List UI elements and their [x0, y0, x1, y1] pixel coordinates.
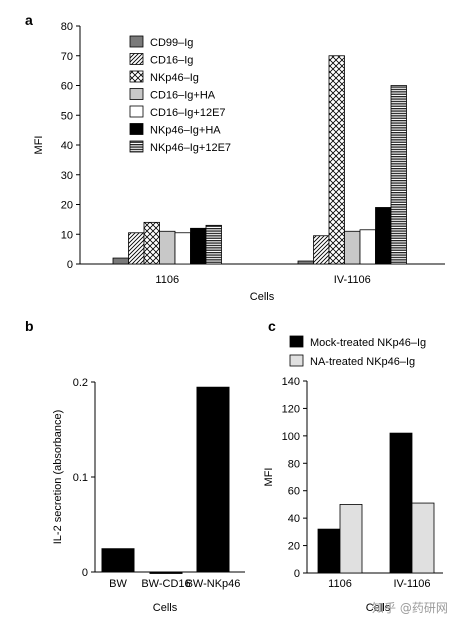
panel-b-bar-2 [149, 572, 183, 574]
panel-c-y-tick-label-5: 100 [282, 431, 300, 443]
panel-a-bar-1-1 [112, 257, 129, 265]
panel-c-x-tick-label-2: IV-1106 [393, 578, 430, 590]
panel-a-y-tick-label-3: 30 [61, 170, 73, 182]
panel-label-a: a [25, 12, 33, 28]
panel-c-legend-label-2: NA-treated NKp46–Ig [310, 356, 415, 368]
panel-b-x-tick-label-1: BW [109, 578, 127, 590]
panel-a-bar-2-5 [359, 229, 376, 265]
panel-b-bar-1 [101, 548, 135, 572]
panel-c-bar-1-1 [317, 528, 341, 574]
panel-a-legend-swatch-3 [129, 70, 144, 83]
panel-a-y-tick-label-7: 70 [61, 51, 73, 63]
panel-a-legend-swatch-1 [129, 35, 144, 48]
panel-b-y-tick-label-0: 0 [82, 567, 88, 579]
panel-c-y-tick-label-3: 60 [288, 486, 300, 498]
panel-c-y-tick-label-1: 20 [288, 541, 300, 553]
panel-a-bar-2-4 [344, 230, 361, 265]
panel-a-chart: 0 10 20 30 40 50 60 70 80 1106 IV-1106 CD99–Ig CD1… [33, 21, 445, 303]
panel-c-y-tick-label-0: 0 [294, 568, 300, 580]
panel-a-legend-swatch-5 [129, 105, 144, 118]
panel-c-legend-swatch-2 [289, 354, 304, 367]
panel-b-y-tick-label-1: 0.1 [73, 472, 88, 484]
panel-a-xlabel: Cells [250, 291, 275, 303]
panel-a-y-tick-label-6: 60 [61, 81, 73, 93]
panel-b-y-tick-label-2: 0.2 [73, 377, 88, 389]
panel-b-bar-3 [196, 386, 230, 572]
panel-a-x-tick-label-1: 1106 [155, 274, 179, 286]
panel-a-bar-1-5 [174, 232, 191, 265]
panel-a-y-tick-label-5: 50 [61, 110, 73, 122]
panel-b-x-tick-label-2: BW-CD16 [141, 578, 190, 590]
panel-c-bar-1-2 [339, 504, 363, 574]
panel-a-y-tick-label-4: 40 [61, 140, 73, 152]
panel-a-legend-swatch-4 [129, 88, 144, 100]
panel-a-y-tick-label-0: 0 [67, 259, 73, 271]
panel-a-legend-swatch-6 [129, 123, 144, 135]
panel-c-legend-label-1: Mock-treated NKp46–Ig [310, 337, 426, 349]
panel-a-y-tick-label-1: 10 [61, 229, 73, 241]
panel-a-bar-1-6 [190, 227, 207, 265]
panel-b-xlabel: Cells [153, 602, 178, 614]
panel-a-bar-2-3 [328, 55, 345, 265]
panel-c-y-tick-label-4: 80 [288, 458, 300, 470]
panel-c-xlabel: Cells [366, 602, 391, 614]
panel-c-ylabel: MFI [263, 468, 275, 487]
panel-c-legend-swatch-1 [289, 335, 304, 348]
panel-a-legend-label-3: NKp46–Ig [150, 72, 199, 84]
panel-label-b: b [25, 318, 34, 334]
panel-a-bar-2-7 [390, 85, 407, 265]
panel-b-ylabel: IL-2 secretion (absorbance) [52, 410, 64, 545]
panel-a-bar-2-2 [313, 235, 330, 265]
panel-a-legend-label-6: NKp46–Ig+HA [150, 125, 221, 137]
panel-c-y-tick-label-6: 120 [282, 403, 300, 415]
panel-a-legend-swatch-2 [129, 53, 144, 65]
watermark: 知乎 @药研网 [372, 601, 448, 615]
panel-a-legend-label-7: NKp46–Ig+12E7 [150, 142, 231, 154]
panel-c-y-tick-label-7: 140 [282, 376, 300, 388]
panel-a-legend-label-2: CD16–Ig [150, 55, 193, 67]
panel-c-chart: Mock-treated NKp46–Ig NA-treated NKp46–Ig… [263, 335, 443, 614]
panel-label-c: c [268, 318, 276, 334]
panel-a-bar-1-2 [128, 232, 145, 265]
panel-a-y-tick-label-8: 80 [61, 21, 73, 33]
panel-a-bar-2-1 [297, 260, 314, 265]
panel-c-y-tick-label-2: 40 [288, 513, 300, 525]
panel-a-bar-1-7 [205, 224, 222, 265]
panel-a-ylabel: MFI [33, 136, 45, 155]
panel-a-legend-label-4: CD16–Ig+HA [150, 90, 216, 102]
panel-a-x-tick-label-2: IV-1106 [334, 274, 371, 286]
panel-c-bar-2-2 [411, 502, 435, 574]
panel-a-legend-swatch-7 [129, 140, 144, 153]
panel-b-x-tick-label-3: BW-NKp46 [186, 578, 241, 590]
panel-a-bar-1-4 [159, 230, 176, 265]
panel-a-y-tick-label-2: 20 [61, 200, 73, 212]
panel-a-legend-label-1: CD99–Ig [150, 37, 193, 49]
panel-c-x-tick-label-1: 1106 [328, 578, 352, 590]
panel-a-legend-label-5: CD16–Ig+12E7 [150, 107, 226, 119]
panel-a-bar-2-6 [375, 207, 392, 265]
panel-c-bar-2-1 [389, 432, 413, 574]
panel-a-bar-1-3 [143, 221, 160, 265]
